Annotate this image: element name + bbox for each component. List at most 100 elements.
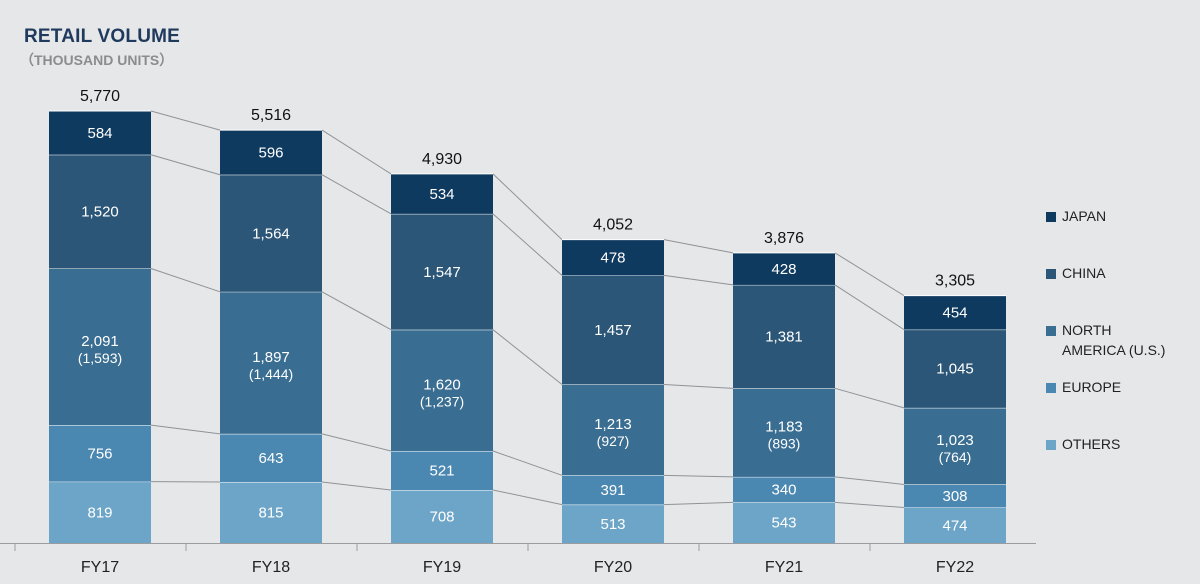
legend-label-others: OTHERS [1062, 436, 1121, 452]
total-label: 4,052 [593, 217, 633, 234]
legend-swatch-north-america [1046, 326, 1056, 336]
x-tick-label: FY22 [936, 559, 974, 576]
data-label: 815 [258, 504, 283, 521]
legend-swatch-japan [1046, 212, 1056, 222]
total-label: 5,770 [80, 88, 120, 105]
connector-line [150, 110, 221, 131]
bar-japan-fy17 [49, 111, 151, 155]
data-label: 819 [87, 504, 112, 521]
bar-north-america-u-s-fy19 [391, 329, 493, 451]
x-tick-label: FY20 [594, 559, 632, 576]
data-sublabel: (764) [939, 449, 972, 465]
legend: JAPAN CHINA NORTH AMERICA (U.S.) EUROPE … [1046, 0, 1196, 584]
data-label: 708 [429, 508, 454, 525]
connector-line [150, 268, 221, 293]
bar-north-america-u-s-fy20 [562, 384, 664, 476]
data-label: 1,620 [423, 376, 461, 393]
bar-segments [49, 110, 1006, 543]
data-label: 391 [600, 482, 625, 499]
bar-japan-fy22 [904, 295, 1006, 330]
connector-line [492, 213, 563, 276]
legend-swatch-europe [1046, 383, 1056, 393]
bar-europe-fy20 [562, 475, 664, 505]
data-label: 478 [600, 250, 625, 267]
legend-swatch-others [1046, 440, 1056, 450]
legend-label-japan: JAPAN [1062, 208, 1107, 224]
bar-japan-fy18 [220, 130, 322, 175]
data-label: 1,547 [423, 264, 461, 281]
total-label: 4,930 [422, 151, 462, 168]
bar-china-fy21 [733, 284, 835, 389]
legend-label-europe: EUROPE [1062, 379, 1122, 395]
data-label: 454 [942, 305, 967, 322]
data-label: 308 [942, 488, 967, 505]
data-label: 521 [429, 462, 454, 479]
bar-japan-fy20 [562, 239, 664, 276]
bar-north-america-u-s-fy17 [49, 268, 151, 426]
legend-swatch-china [1046, 269, 1056, 279]
bar-north-america-u-s-fy21 [733, 388, 835, 477]
bar-japan-fy21 [733, 252, 835, 285]
connector-line [492, 489, 563, 506]
bar-europe-fy18 [220, 433, 322, 482]
connector-line [150, 424, 221, 435]
bar-china-fy19 [391, 213, 493, 330]
x-tick-label: FY18 [252, 559, 290, 576]
bar-japan-fy19 [391, 173, 493, 214]
bar-china-fy22 [904, 329, 1006, 408]
bar-north-america-u-s-fy18 [220, 291, 322, 434]
connector-line [321, 481, 392, 491]
data-label: 1,520 [81, 204, 119, 221]
segment-labels: 819 756 2,091(1,593) 1,520 584 5,770 815 643 1,8… [78, 88, 975, 534]
x-tick-label: FY21 [765, 559, 803, 576]
total-label: 5,516 [251, 107, 291, 124]
data-label: 1,045 [936, 361, 974, 378]
data-label: 2,091 [81, 333, 119, 350]
data-label: 1,897 [252, 349, 290, 366]
connector-line [834, 476, 905, 485]
total-label: 3,305 [935, 273, 975, 290]
data-label: 1,183 [765, 419, 803, 436]
bar-china-fy18 [220, 174, 322, 292]
data-sublabel: (1,237) [420, 393, 464, 409]
data-sublabel: (1,593) [78, 350, 122, 366]
x-tick-label: FY19 [423, 559, 461, 576]
chart-subtitle: （THOUSAND UNITS） [20, 52, 174, 68]
data-label: 534 [429, 186, 454, 203]
data-sublabel: (893) [768, 436, 801, 452]
data-label: 428 [771, 261, 796, 278]
connector-line [663, 274, 734, 286]
connector-line [321, 291, 392, 331]
bar-china-fy20 [562, 275, 664, 385]
data-label: 1,564 [252, 225, 290, 242]
data-label: 596 [258, 144, 283, 161]
bar-europe-fy22 [904, 484, 1006, 508]
connector-line [834, 501, 905, 509]
data-label: 1,457 [594, 322, 632, 339]
bar-others-fy20 [562, 504, 664, 543]
data-label: 756 [87, 445, 112, 462]
bar-europe-fy17 [49, 425, 151, 482]
connector-line [834, 252, 905, 297]
data-label: 584 [87, 125, 112, 142]
x-tick-label: FY17 [81, 559, 119, 576]
connector-line [321, 174, 392, 215]
data-label: 340 [771, 482, 796, 499]
connector-line [663, 501, 734, 506]
data-sublabel: (1,444) [249, 366, 293, 382]
bar-europe-fy21 [733, 476, 835, 503]
bar-europe-fy19 [391, 450, 493, 490]
data-label: 1,213 [594, 416, 632, 433]
bar-others-fy17 [49, 481, 151, 543]
connector-line [492, 450, 563, 476]
x-axis: FY17 FY18 FY19 FY20 FY21 FY22 [0, 543, 1036, 576]
data-label: 543 [771, 515, 796, 532]
bar-others-fy19 [391, 489, 493, 543]
connector-line [663, 474, 734, 478]
connector-line [834, 387, 905, 409]
chart-title: RETAIL VOLUME [24, 26, 181, 47]
connector-line [663, 239, 734, 254]
data-label: 1,381 [765, 329, 803, 346]
total-label: 3,876 [764, 230, 804, 247]
